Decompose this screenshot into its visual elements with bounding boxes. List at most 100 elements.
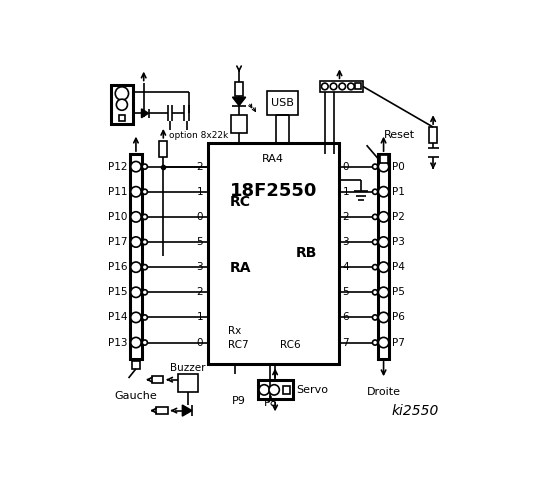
- Text: 18F2550: 18F2550: [229, 181, 317, 200]
- Circle shape: [142, 164, 148, 169]
- Text: 2: 2: [342, 212, 349, 222]
- Text: 1: 1: [196, 312, 203, 323]
- Text: P4: P4: [392, 262, 405, 272]
- Text: P3: P3: [392, 237, 405, 247]
- Text: 5: 5: [342, 288, 349, 297]
- Bar: [235, 82, 243, 96]
- Text: P16: P16: [108, 262, 128, 272]
- Circle shape: [339, 83, 346, 90]
- Circle shape: [131, 237, 141, 247]
- Text: 2: 2: [196, 288, 203, 297]
- Text: 7: 7: [342, 337, 349, 348]
- Circle shape: [348, 83, 354, 90]
- Circle shape: [131, 212, 141, 222]
- Circle shape: [115, 87, 128, 100]
- Text: P12: P12: [108, 162, 128, 172]
- Text: P9: P9: [232, 396, 246, 407]
- Circle shape: [142, 340, 148, 345]
- Text: P14: P14: [108, 312, 128, 323]
- Polygon shape: [232, 97, 246, 106]
- Circle shape: [373, 340, 378, 345]
- Circle shape: [373, 164, 378, 169]
- Bar: [355, 84, 361, 89]
- Bar: [267, 91, 298, 115]
- Circle shape: [131, 337, 141, 348]
- Polygon shape: [142, 109, 149, 118]
- Circle shape: [373, 264, 378, 270]
- Bar: [378, 154, 389, 359]
- Text: RA: RA: [230, 261, 251, 275]
- Text: 0: 0: [197, 337, 203, 348]
- Circle shape: [142, 240, 148, 245]
- Circle shape: [373, 315, 378, 320]
- Circle shape: [378, 337, 389, 348]
- Bar: [130, 154, 142, 359]
- Bar: [207, 143, 339, 364]
- Circle shape: [378, 262, 389, 272]
- Bar: [258, 380, 293, 399]
- Text: P8: P8: [264, 398, 278, 408]
- Text: 1: 1: [342, 187, 349, 197]
- Bar: [231, 115, 247, 133]
- Bar: [118, 115, 125, 121]
- Circle shape: [131, 287, 141, 298]
- Text: 2: 2: [196, 162, 203, 172]
- Text: RB: RB: [295, 247, 317, 261]
- Text: Buzzer: Buzzer: [170, 363, 206, 372]
- Circle shape: [131, 161, 141, 172]
- Text: option 8x22k: option 8x22k: [169, 131, 228, 140]
- Text: RC6: RC6: [280, 340, 300, 350]
- Circle shape: [142, 189, 148, 194]
- Circle shape: [378, 287, 389, 298]
- Text: RA4: RA4: [262, 154, 284, 164]
- Text: 5: 5: [196, 237, 203, 247]
- Text: P17: P17: [108, 237, 128, 247]
- Text: 1: 1: [196, 187, 203, 197]
- Text: RC: RC: [230, 195, 251, 209]
- Circle shape: [142, 264, 148, 270]
- Text: P0: P0: [392, 162, 405, 172]
- Text: Servo: Servo: [296, 385, 328, 395]
- Text: P13: P13: [108, 337, 128, 348]
- Text: P5: P5: [392, 288, 405, 297]
- Circle shape: [378, 212, 389, 222]
- Text: P6: P6: [392, 312, 405, 323]
- Text: P15: P15: [108, 288, 128, 297]
- Text: 0: 0: [342, 162, 349, 172]
- Circle shape: [373, 214, 378, 219]
- Circle shape: [378, 161, 389, 172]
- Circle shape: [142, 290, 148, 295]
- Text: P10: P10: [108, 212, 128, 222]
- Text: Rx: Rx: [228, 326, 241, 336]
- Text: USB: USB: [271, 98, 294, 108]
- Bar: [152, 376, 163, 383]
- Circle shape: [378, 312, 389, 323]
- Circle shape: [259, 384, 269, 395]
- Circle shape: [330, 83, 337, 90]
- Bar: [429, 127, 437, 143]
- Bar: [156, 407, 168, 414]
- Text: P1: P1: [392, 187, 405, 197]
- Text: P2: P2: [392, 212, 405, 222]
- Text: Gauche: Gauche: [114, 391, 157, 401]
- Circle shape: [321, 83, 328, 90]
- Bar: [320, 81, 363, 92]
- Circle shape: [131, 262, 141, 272]
- Circle shape: [378, 237, 389, 247]
- Text: RC7: RC7: [228, 340, 249, 350]
- Text: 3: 3: [196, 262, 203, 272]
- Circle shape: [131, 187, 141, 197]
- Bar: [111, 85, 133, 124]
- Circle shape: [269, 384, 279, 395]
- Text: 0: 0: [197, 212, 203, 222]
- Circle shape: [142, 214, 148, 219]
- Circle shape: [373, 290, 378, 295]
- Text: 4: 4: [342, 262, 349, 272]
- Circle shape: [373, 240, 378, 245]
- Bar: [379, 155, 388, 163]
- Circle shape: [378, 187, 389, 197]
- Bar: [159, 141, 168, 157]
- Text: Droite: Droite: [367, 387, 400, 397]
- Polygon shape: [182, 405, 192, 416]
- Text: 3: 3: [342, 237, 349, 247]
